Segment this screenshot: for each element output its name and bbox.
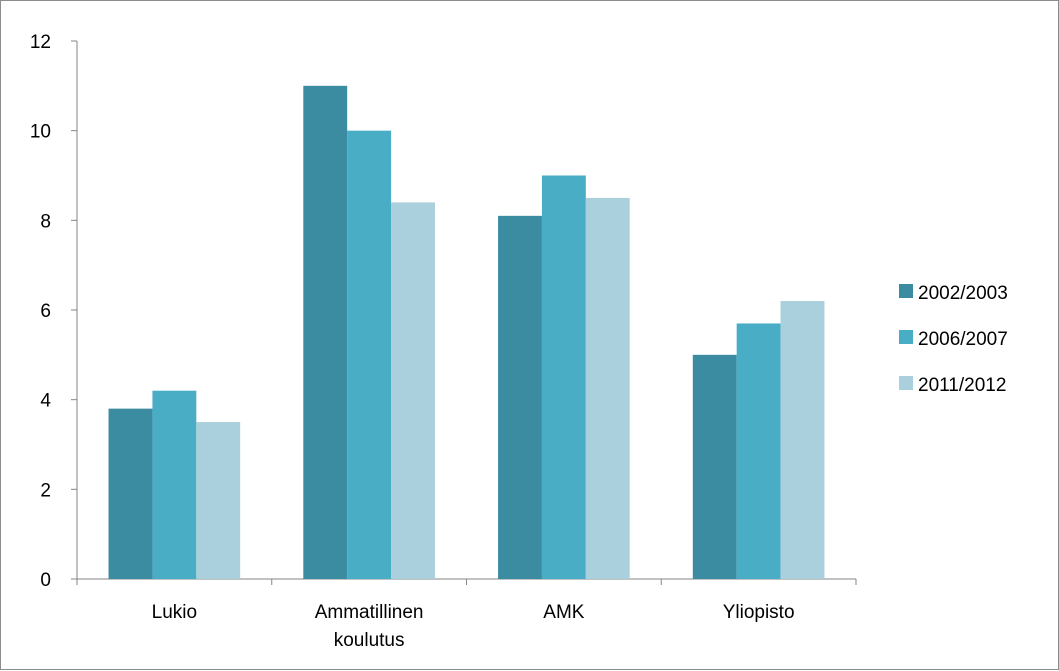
y-tick-label: 0 [40, 570, 51, 591]
legend-swatch [899, 376, 913, 390]
legend-swatch [899, 284, 913, 298]
bar [736, 323, 781, 579]
x-tick-label: Yliopisto [723, 602, 795, 623]
bar [108, 408, 153, 579]
legend-label: 2002/2003 [918, 283, 1008, 304]
x-tick-label: Lukio [152, 602, 197, 623]
y-tick-label: 10 [30, 122, 51, 143]
bar [498, 215, 542, 579]
y-tick-label: 6 [40, 301, 51, 322]
bar [780, 301, 825, 579]
x-tick-label: koulutus [334, 630, 405, 651]
y-tick-label: 12 [30, 32, 51, 53]
y-tick-label: 8 [40, 211, 51, 232]
bar [347, 130, 392, 579]
legend-label: 2011/2012 [918, 375, 1006, 396]
x-tick-label: Ammatillinen [315, 602, 424, 623]
bar [585, 197, 630, 579]
bar [541, 175, 586, 579]
bar [692, 354, 737, 579]
bar [196, 422, 241, 579]
bar [303, 85, 348, 579]
x-tick-label: AMK [543, 602, 585, 623]
legend-swatch [899, 330, 913, 344]
legend-label: 2006/2007 [918, 329, 1008, 350]
y-tick-label: 4 [40, 391, 51, 412]
y-tick-label: 2 [40, 480, 51, 501]
bar [152, 390, 197, 579]
bar [391, 202, 435, 579]
